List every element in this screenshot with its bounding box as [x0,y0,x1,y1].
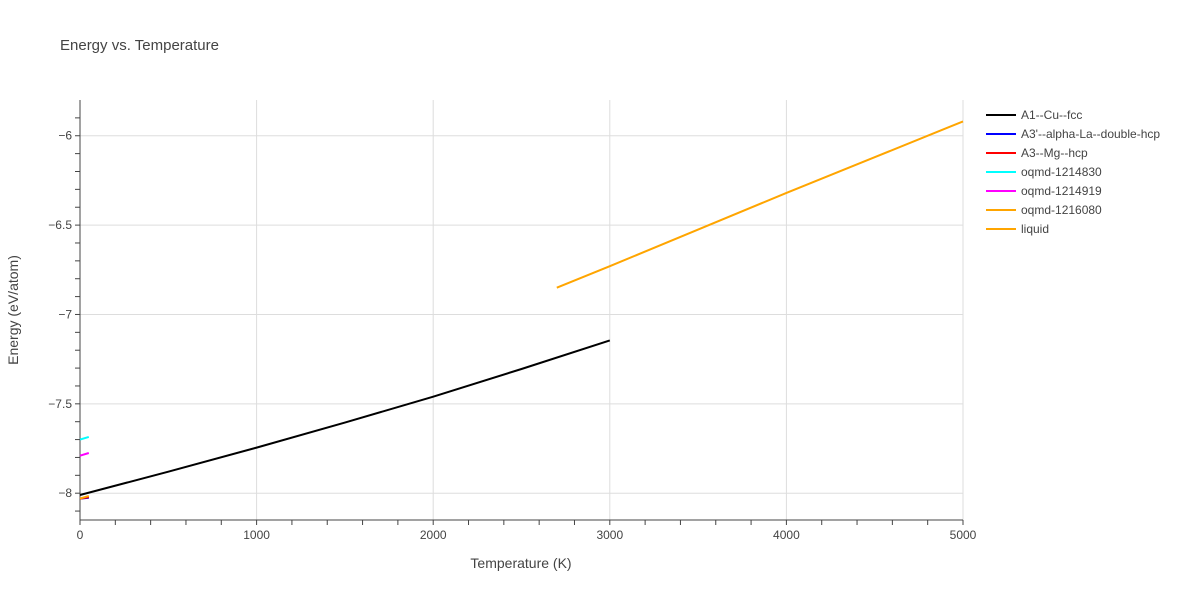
y-tick-label: −6.5 [48,218,72,232]
y-tick-label: −6 [58,129,72,143]
y-tick-label: −7.5 [48,397,72,411]
legend-item[interactable]: liquid [986,222,1049,236]
legend-label: A1--Cu--fcc [1021,108,1082,122]
legend-item[interactable]: oqmd-1214830 [986,165,1102,179]
series-line-6 [556,120,964,289]
x-tick-label: 5000 [950,528,977,542]
series-line-4 [79,452,90,457]
legend-item[interactable]: oqmd-1216080 [986,203,1102,217]
series-line-5 [79,494,90,500]
series-line-3 [79,435,90,441]
legend-label: A3'--alpha-La--double-hcp [1021,127,1160,141]
series-line-0 [79,339,611,496]
legend[interactable]: A1--Cu--fcc A3'--alpha-La--double-hcp A3--… [986,108,1160,236]
x-tick-label: 3000 [596,528,623,542]
x-tick-label: 2000 [420,528,447,542]
y-tick-label: −8 [58,486,72,500]
x-tick-label: 4000 [773,528,800,542]
legend-item[interactable]: A3'--alpha-La--double-hcp [986,127,1160,141]
x-axis-title: Temperature (K) [470,555,571,571]
legend-item[interactable]: oqmd-1214919 [986,184,1102,198]
x-tick-label: 0 [77,528,84,542]
x-tick-label: 1000 [243,528,270,542]
axes [75,100,964,525]
y-tick-label: −7 [58,307,72,321]
legend-label: liquid [1021,222,1049,236]
legend-label: oqmd-1214830 [1021,165,1102,179]
y-axis-title: Energy (eV/atom) [5,255,21,365]
tick-labels: 0 1000 2000 3000 4000 5000 −8 −7.5 −7 −6.5 −6 [48,129,976,542]
legend-label: A3--Mg--hcp [1021,146,1088,160]
chart-title: Energy vs. Temperature [60,37,219,54]
legend-item[interactable]: A1--Cu--fcc [986,108,1082,122]
legend-item[interactable]: A3--Mg--hcp [986,146,1088,160]
legend-label: oqmd-1214919 [1021,184,1102,198]
series-lines [79,120,964,500]
grid-lines [80,100,964,520]
legend-label: oqmd-1216080 [1021,203,1102,217]
